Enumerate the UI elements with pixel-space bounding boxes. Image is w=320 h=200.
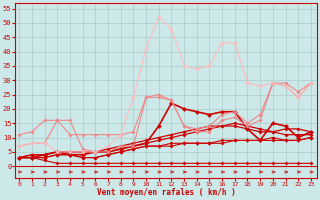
X-axis label: Vent moyen/en rafales ( km/h ): Vent moyen/en rafales ( km/h )	[97, 188, 236, 197]
